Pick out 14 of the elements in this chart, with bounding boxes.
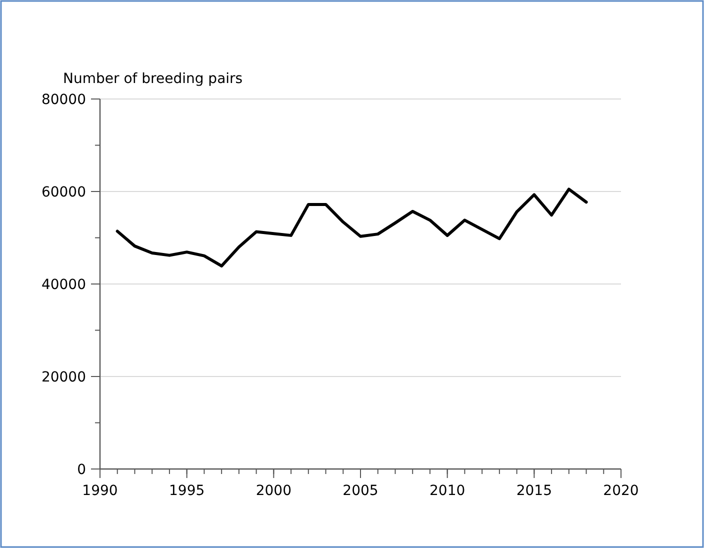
y-tick-label: 60000: [41, 184, 86, 200]
x-tick-label: 2010: [430, 483, 466, 499]
y-tick-label: 20000: [41, 369, 86, 386]
line-series: [116, 188, 588, 268]
x-tick-label: 2020: [603, 483, 639, 499]
x-tick-label: 2005: [342, 483, 378, 499]
x-tick-label: 2015: [516, 483, 552, 499]
x-tick-label: 1990: [82, 483, 118, 499]
x-tick-label: 2000: [256, 483, 292, 499]
y-axis-title: Number of breeding pairs: [63, 71, 243, 87]
x-tick-label: 1995: [169, 483, 205, 499]
y-tick-label: 80000: [41, 92, 86, 108]
y-tick-label: 40000: [41, 276, 86, 293]
y-tick-label: 0: [77, 462, 86, 478]
